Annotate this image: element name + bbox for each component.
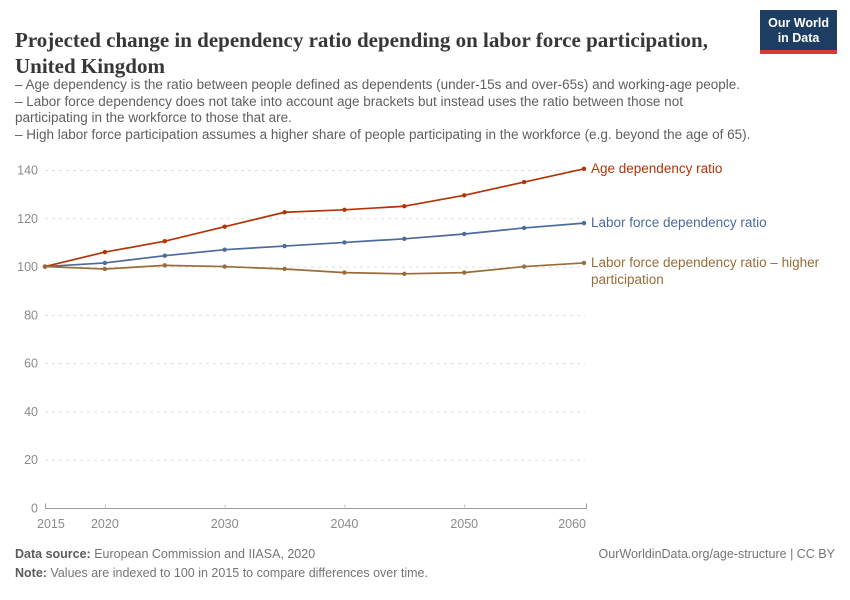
data-point-marker (282, 266, 287, 272)
footer-source-label: Data source: (15, 547, 91, 561)
y-axis-label: 60 (24, 357, 38, 371)
footer-note: Note: Values are indexed to 100 in 2015 … (15, 564, 835, 583)
data-point-marker (462, 270, 467, 275)
data-point-marker (102, 260, 108, 266)
data-point-marker (162, 253, 167, 258)
x-axis-label: 2015 (37, 517, 65, 531)
subtitle-line-3: – High labor force participation assumes… (15, 126, 751, 142)
data-point-marker (581, 220, 587, 226)
data-point-marker (581, 260, 587, 266)
series-line-labor-force-dependency-ratio (44, 222, 585, 268)
y-axis-label: 140 (17, 164, 38, 178)
data-point-marker (402, 271, 407, 277)
data-point-marker (462, 231, 467, 237)
legend-label-age-dependency-ratio: Age dependency ratio (591, 160, 723, 176)
chart-title: Projected change in dependency ratio dep… (15, 28, 708, 79)
footer-source: Data source: European Commission and IIA… (15, 545, 835, 564)
y-axis-label: 0 (31, 502, 38, 516)
data-point-marker (222, 264, 227, 269)
legend-label-labor-force-dependency-ratio: Labor force dependency ratio (591, 215, 767, 231)
chart-subtitle: – Age dependency is the ratio between pe… (15, 77, 848, 143)
subtitle-line-1: – Age dependency is the ratio between pe… (15, 77, 741, 92)
x-axis-label: 2060 (558, 517, 586, 531)
y-axis-label: 100 (17, 260, 38, 274)
data-point-marker (342, 270, 347, 275)
footer-note-text: Values are indexed to 100 in 2015 to com… (46, 566, 428, 580)
subtitle-line-2: – Labor force dependency does not take i… (15, 93, 683, 126)
y-axis-label: 80 (24, 308, 38, 322)
data-point-marker (581, 166, 587, 171)
data-point-marker (162, 239, 167, 244)
x-axis-label: 2020 (91, 517, 119, 531)
data-point-marker (102, 249, 108, 255)
data-point-marker (402, 204, 407, 209)
y-axis-label: 40 (24, 405, 38, 419)
data-point-marker (402, 236, 407, 242)
data-point-marker (222, 247, 227, 252)
x-axis-label: 2040 (331, 517, 359, 531)
footer: Data source: European Commission and IIA… (15, 545, 835, 583)
owid-logo-line2: in Data (777, 30, 820, 45)
legend-label-labor-force-dependency-ratio-higher-participation: Labor force dependency ratio – higher pa… (591, 254, 820, 288)
series-line-labor-force-dependency-ratio-higher-participation (44, 262, 585, 275)
footer-note-label: Note: (15, 566, 47, 580)
data-point-marker (282, 210, 287, 215)
y-axis-label: 20 (24, 453, 38, 467)
footer-link[interactable]: OurWorldinData.org/age-structure | CC BY (598, 547, 835, 561)
data-point-marker (162, 263, 167, 268)
data-point-marker (282, 243, 287, 249)
data-point-marker (342, 207, 347, 213)
data-point-marker (42, 264, 48, 269)
data-point-marker (521, 225, 527, 231)
data-point-marker (521, 264, 527, 269)
data-point-marker (342, 240, 347, 245)
y-axis-label: 120 (17, 212, 38, 226)
data-point-marker (521, 179, 527, 185)
owid-logo-line1: Our World (768, 16, 829, 30)
data-point-marker (462, 193, 467, 198)
x-axis-label: 2050 (450, 517, 478, 531)
x-axis-label: 2030 (211, 517, 239, 531)
footer-source-text: European Commission and IIASA, 2020 (90, 547, 316, 561)
series-line-age-dependency-ratio (44, 167, 585, 268)
data-point-marker (222, 224, 227, 229)
data-point-marker (102, 266, 108, 272)
owid-logo: Our World in Data (760, 10, 837, 54)
